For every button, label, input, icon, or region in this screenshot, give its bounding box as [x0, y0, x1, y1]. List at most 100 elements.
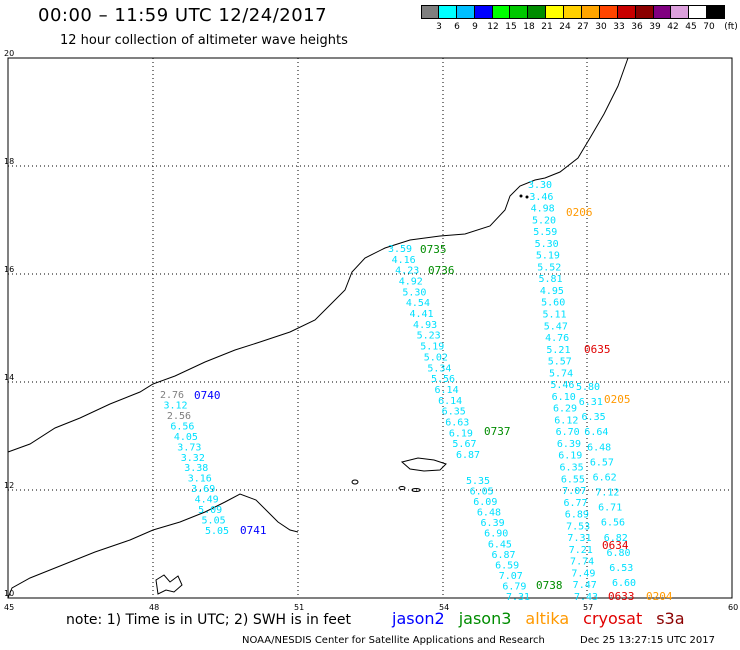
lat-label: 14: [4, 373, 14, 382]
pass-time-label: 0738: [536, 579, 563, 592]
wave-height-label: 5.23: [417, 331, 441, 342]
wave-height-label: 6.62: [593, 472, 617, 483]
color-legend-labels: 3 6 9 12 15 18 21 24 27 30 33 36 39 42 45 70 (ft): [421, 22, 740, 36]
pass-time-label: 0736: [428, 264, 455, 277]
wave-height-label: 5.02: [424, 352, 448, 363]
wave-height-label: 6.70: [556, 427, 580, 438]
altimeter-tracks: 2.763.122.566.564.053.733.323.383.163.69…: [160, 180, 673, 603]
wave-height-label: 3.46: [529, 192, 553, 203]
note-text: note: 1) Time is in UTC; 2) SWH is in fe…: [66, 612, 352, 628]
legend-swatch: [689, 5, 708, 19]
wave-height-label: 7.49: [571, 568, 595, 579]
wave-height-label: 6.87: [456, 450, 480, 461]
islet: [411, 488, 421, 492]
wave-height-label: 4.16: [392, 255, 416, 266]
wave-height-label: 6.45: [488, 539, 512, 550]
legend-label: 30: [595, 22, 607, 32]
pass-time-label: 0741: [240, 524, 267, 537]
legend-swatch: [617, 5, 636, 19]
wave-height-label: 6.09: [473, 497, 497, 508]
pass-time-label: 0635: [584, 343, 611, 356]
map-subtitle: 12 hour collection of altimeter wave hei…: [60, 33, 348, 48]
wave-height-label: 7.47: [573, 580, 597, 591]
islet: [351, 479, 359, 485]
lat-label: 20: [4, 49, 14, 58]
wave-height-label: 6.64: [584, 427, 608, 438]
wave-height-label: 3.73: [177, 442, 201, 453]
legend-label: 42: [667, 22, 679, 32]
legend-swatch: [492, 5, 511, 19]
wave-height-label: 3.38: [184, 463, 208, 474]
map-frame: [7, 57, 733, 599]
arabian-coastline: [7, 57, 629, 453]
wave-height-label: 6.35: [582, 412, 606, 423]
wave-height-label: 7.07: [562, 486, 586, 497]
wave-height-label: 5.56: [431, 374, 455, 385]
wave-height-label: 4.41: [409, 309, 433, 320]
wave-height-label: 4.98: [531, 204, 555, 215]
wave-height-label: 6.48: [477, 508, 501, 519]
wave-height-label: 7.31: [567, 533, 591, 544]
wave-height-label: 5.11: [542, 309, 566, 320]
wave-height-label: 6.14: [435, 385, 459, 396]
legend-swatch: [671, 5, 690, 19]
wave-height-label: 6.53: [609, 563, 633, 574]
legend-label: (ft): [724, 22, 738, 32]
wave-height-label: 6.19: [449, 428, 473, 439]
legend-label: 9: [472, 22, 478, 32]
pass-time-label: 0204: [646, 590, 673, 603]
wave-height-label: 4.54: [406, 298, 430, 309]
legend-swatch: [635, 5, 654, 19]
satellite-key-jason2: jason2: [392, 609, 445, 628]
wave-height-label: 6.10: [552, 392, 576, 403]
pass-time-label: 0737: [484, 425, 511, 438]
wave-height-label: 6.90: [484, 529, 508, 540]
wave-height-label: 5.21: [546, 345, 570, 356]
satellite-key-jason3: jason3: [458, 609, 512, 628]
wave-height-label: 3.16: [188, 474, 212, 485]
legend-label: 36: [631, 22, 643, 32]
african-coastline: [7, 493, 299, 599]
lat-label: 16: [4, 265, 14, 274]
legend-swatch: [438, 5, 457, 19]
lat-label: 18: [4, 157, 14, 166]
wave-height-label: 7.21: [569, 545, 593, 556]
wave-height-label: 6.39: [557, 439, 581, 450]
wave-height-label: 5.05: [205, 526, 229, 537]
wave-height-label: 2.56: [167, 411, 191, 422]
wave-height-label: 5.05: [202, 516, 226, 527]
lon-label: 45: [4, 603, 14, 612]
lon-label: 48: [149, 603, 159, 612]
wave-height-label: 6.63: [445, 417, 469, 428]
satellite-key-altika: altika: [525, 609, 570, 628]
legend-label: 3: [436, 22, 442, 32]
legend-label: 12: [487, 22, 499, 32]
legend-swatch: [456, 5, 475, 19]
legend-swatch: [582, 5, 600, 19]
wave-height-label: 6.12: [554, 415, 578, 426]
wave-height-label: 5.67: [452, 439, 476, 450]
wave-height-label: 4.95: [540, 286, 564, 297]
credit-text: NOAA/NESDIS Center for Satellite Applica…: [242, 635, 545, 646]
pass-time-label: 0205: [604, 393, 631, 406]
wave-height-label: 6.39: [481, 518, 505, 529]
wave-height-label: 5.74: [549, 368, 573, 379]
lon-label: 60: [728, 603, 738, 612]
legend-label: 6: [454, 22, 460, 32]
lat-label: 10: [4, 589, 14, 598]
lat-lon-grid: [7, 57, 733, 599]
legend-swatch: [510, 5, 529, 19]
wave-height-label: 6.77: [563, 498, 587, 509]
wave-height-label: 3.59: [388, 244, 412, 255]
satellite-key-cryosat: cryosat: [583, 609, 643, 628]
wave-height-label: 6.56: [601, 518, 625, 529]
wave-height-label: 6.35: [560, 463, 584, 474]
wave-height-label: 6.19: [558, 451, 582, 462]
wave-height-label: 5.30: [535, 239, 559, 250]
legend-label: 33: [613, 22, 625, 32]
wave-height-label: 6.82: [604, 533, 628, 544]
wave-height-label: 4.49: [195, 495, 219, 506]
wave-height-label: 5.19: [420, 342, 444, 353]
wave-height-label: 5.19: [536, 251, 560, 262]
wave-height-label: 7.07: [499, 571, 523, 582]
